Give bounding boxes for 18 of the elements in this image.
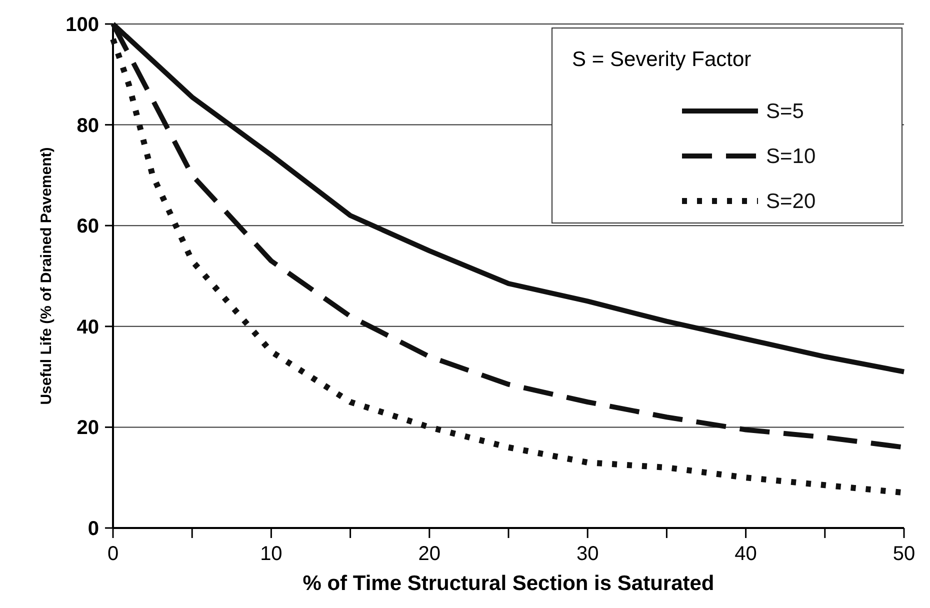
y-tick-label: 0 [88, 518, 99, 540]
x-tick-label: 20 [418, 543, 441, 565]
legend-label: S=10 [766, 145, 816, 168]
y-tick-label: 60 [76, 216, 99, 238]
y-tick-label: 100 [66, 14, 99, 36]
y-tick-label: 20 [76, 417, 99, 440]
y-tick-label: 40 [76, 316, 99, 338]
y-tick-label: 80 [76, 114, 99, 137]
x-tick-label: 50 [892, 543, 916, 565]
legend-label: S=20 [766, 190, 816, 213]
x-axis-title: % of Time Structural Section is Saturated [302, 572, 714, 595]
legend-label: S=5 [766, 100, 804, 123]
x-tick-label: 30 [576, 543, 599, 565]
x-tick-label: 10 [260, 543, 282, 565]
x-tick-label: 40 [734, 543, 757, 565]
x-tick-label: 0 [107, 543, 119, 565]
legend-title: S = Severity Factor [572, 48, 752, 71]
y-axis-title: Useful Life (% of Drained Pavement) [38, 147, 55, 405]
